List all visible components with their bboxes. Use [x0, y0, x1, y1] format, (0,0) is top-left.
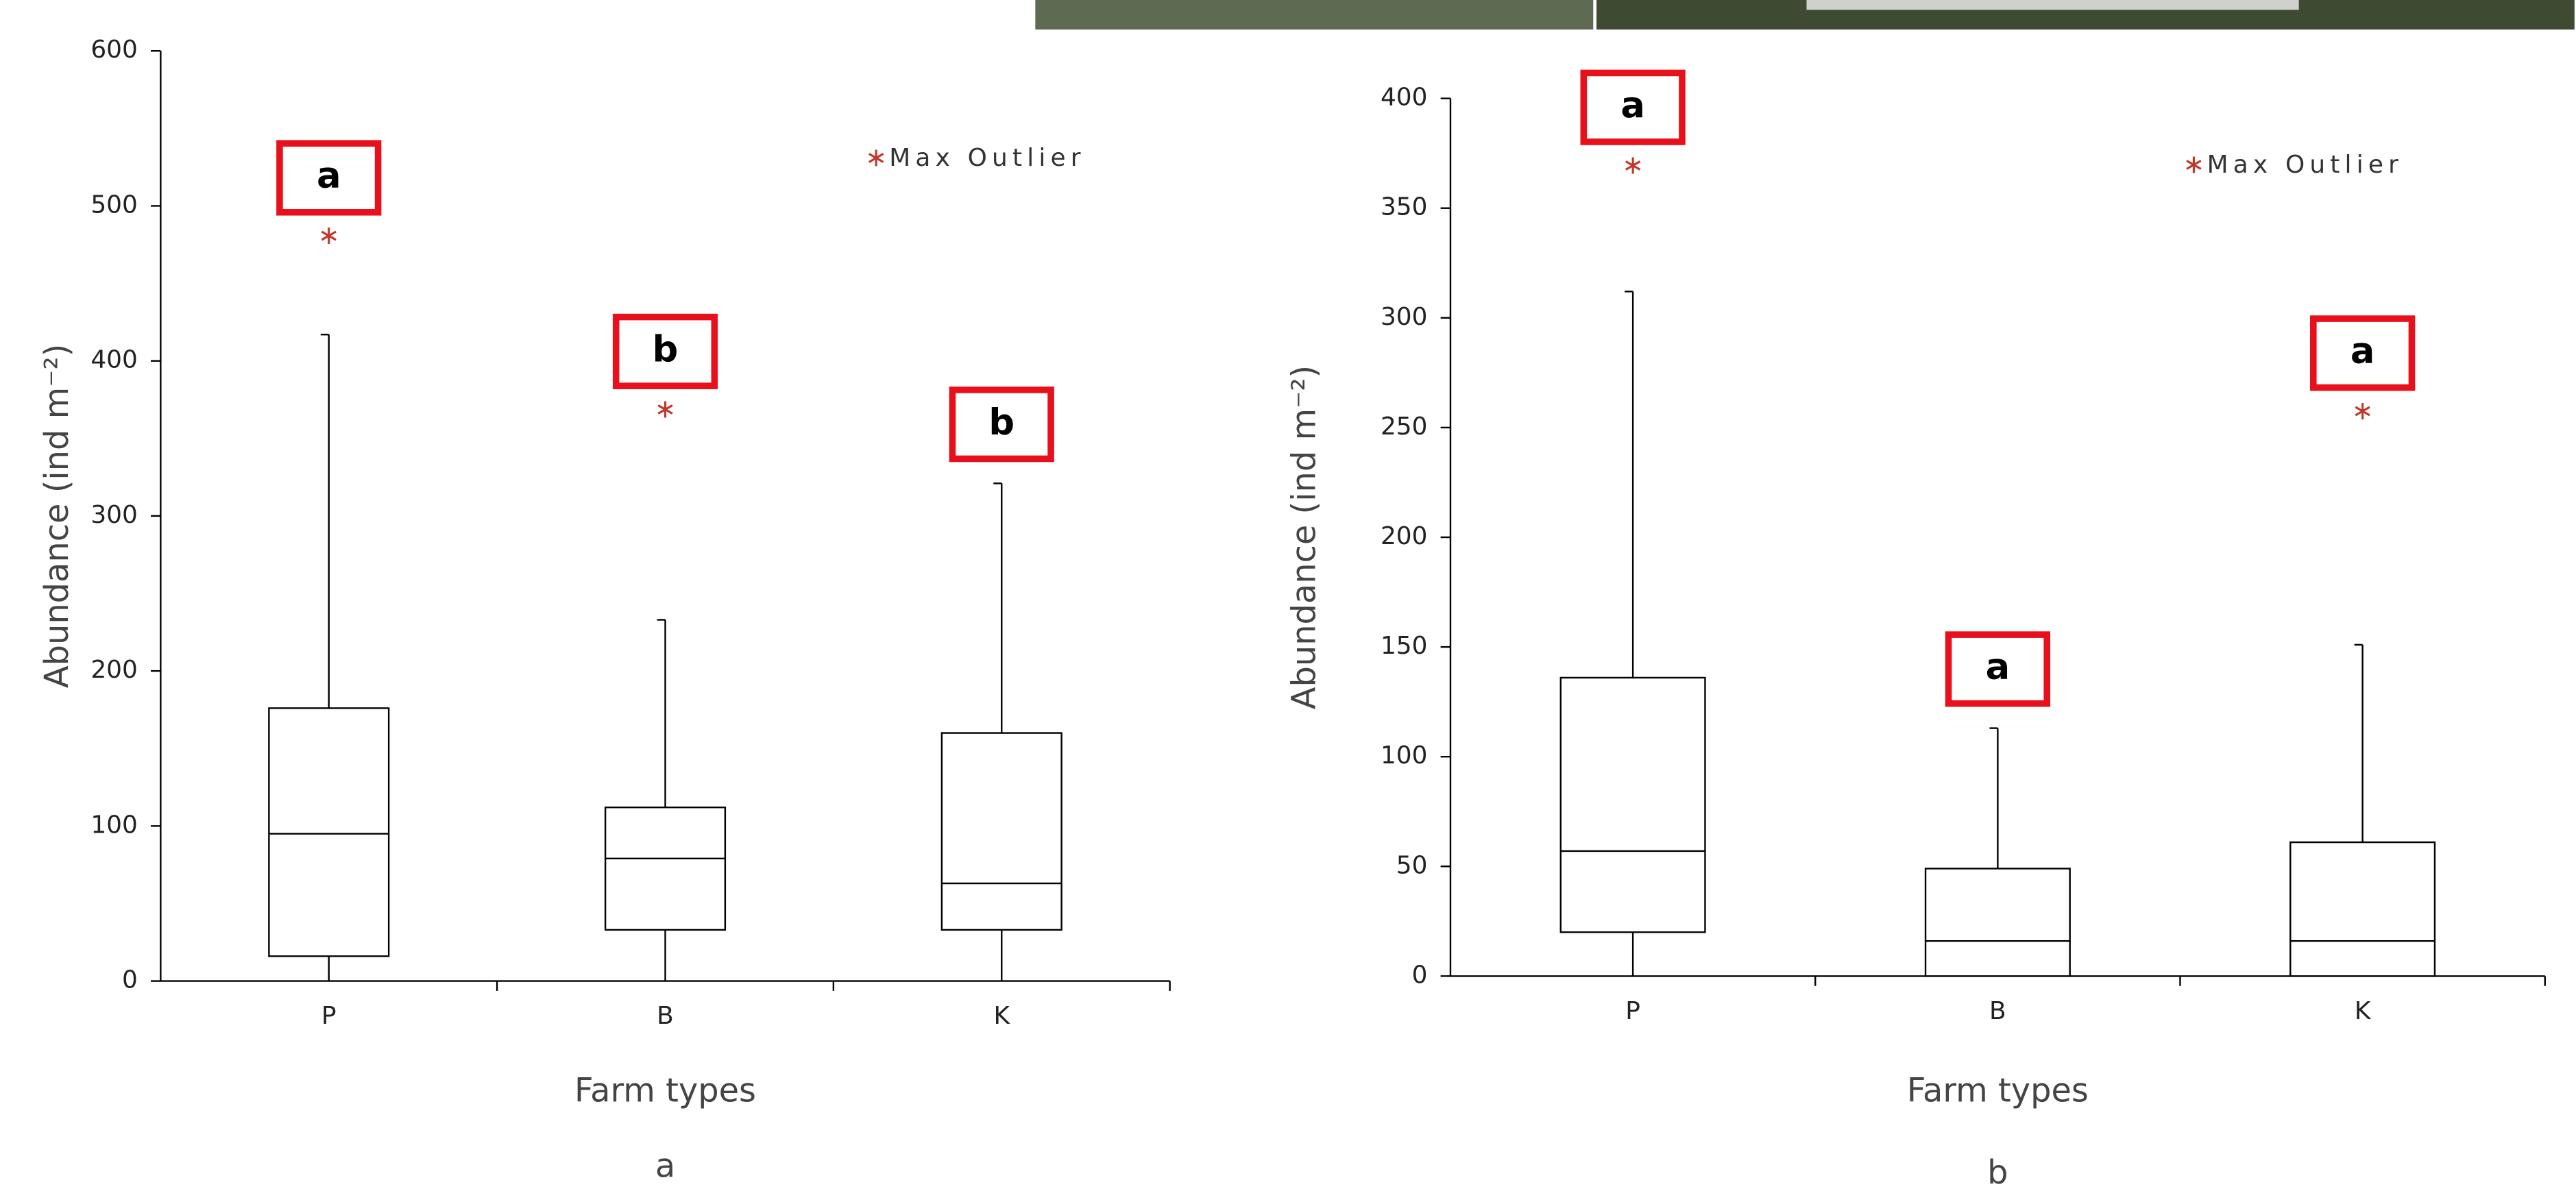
y-tick-label: 300 — [1381, 303, 1428, 331]
y-tick-label: 300 — [90, 501, 138, 529]
y-tick-label: 400 — [90, 346, 138, 374]
x-axis-label: Farm types — [574, 1072, 756, 1109]
y-tick-label: 350 — [1381, 193, 1428, 221]
y-tick-label: 200 — [90, 656, 138, 684]
x-tick-label: B — [1989, 997, 2006, 1025]
y-tick-label: 100 — [1381, 741, 1428, 770]
legend-label: Max Outlier — [889, 144, 1085, 172]
figure: 0100200300400500600P∗aB∗bKbAbundance (in… — [0, 0, 2576, 1191]
box — [1561, 678, 1705, 932]
box — [2290, 842, 2435, 976]
photo-strip — [1035, 0, 2575, 29]
outlier: ∗ — [2352, 395, 2374, 426]
significance-letter: b — [653, 329, 679, 371]
y-tick-label: 250 — [1381, 413, 1428, 441]
y-tick-label: 500 — [90, 191, 138, 219]
y-tick-label: 600 — [90, 36, 138, 64]
y-tick-label: 0 — [122, 966, 138, 994]
box-chart: 0 100 200 300 400 500 600 P ∗ a B ∗ b Kb Abundance (in… — [38, 36, 1170, 1185]
box — [269, 708, 389, 956]
x-tick-label: K — [993, 1002, 1010, 1030]
box — [1925, 869, 2070, 977]
y-tick-label: 50 — [1396, 851, 1428, 879]
significance-letter: a — [2350, 330, 2375, 372]
significance-letter: b — [988, 402, 1014, 443]
caption: a — [655, 1147, 675, 1185]
x-tick-label: P — [321, 1002, 337, 1030]
outlier: ∗ — [1622, 149, 1644, 180]
x-tick-label: P — [1625, 997, 1640, 1025]
box-chart: 0 50 100 150 200 250 300 350 400 P ∗ a Ba K ∗ a Abundanc… — [1285, 73, 2544, 1191]
y-tick-label: 150 — [1381, 632, 1428, 660]
y-axis-label: Abundance (ind m⁻²) — [1285, 365, 1323, 709]
x-tick-label: K — [2355, 997, 2372, 1025]
legend-label: Max Outlier — [2207, 151, 2403, 179]
y-tick-label: 0 — [1412, 961, 1428, 989]
x-axis-label: Farm types — [1907, 1072, 2089, 1109]
y-tick-label: 200 — [1381, 522, 1428, 550]
significance-letter: a — [1620, 84, 1645, 126]
box — [942, 733, 1062, 930]
significance-letter: a — [317, 155, 341, 197]
caption: b — [1987, 1154, 2008, 1191]
box — [605, 807, 725, 930]
x-tick-label: B — [657, 1002, 674, 1030]
outlier: ∗ — [318, 220, 340, 251]
significance-letter: a — [1986, 646, 2010, 688]
y-axis-label: Abundance (ind m⁻²) — [38, 344, 76, 688]
legend-marker: ∗ — [865, 143, 887, 173]
y-tick-label: 400 — [1381, 84, 1428, 112]
legend-marker: ∗ — [2183, 149, 2204, 180]
outlier: ∗ — [654, 394, 676, 425]
y-tick-label: 100 — [90, 811, 138, 839]
